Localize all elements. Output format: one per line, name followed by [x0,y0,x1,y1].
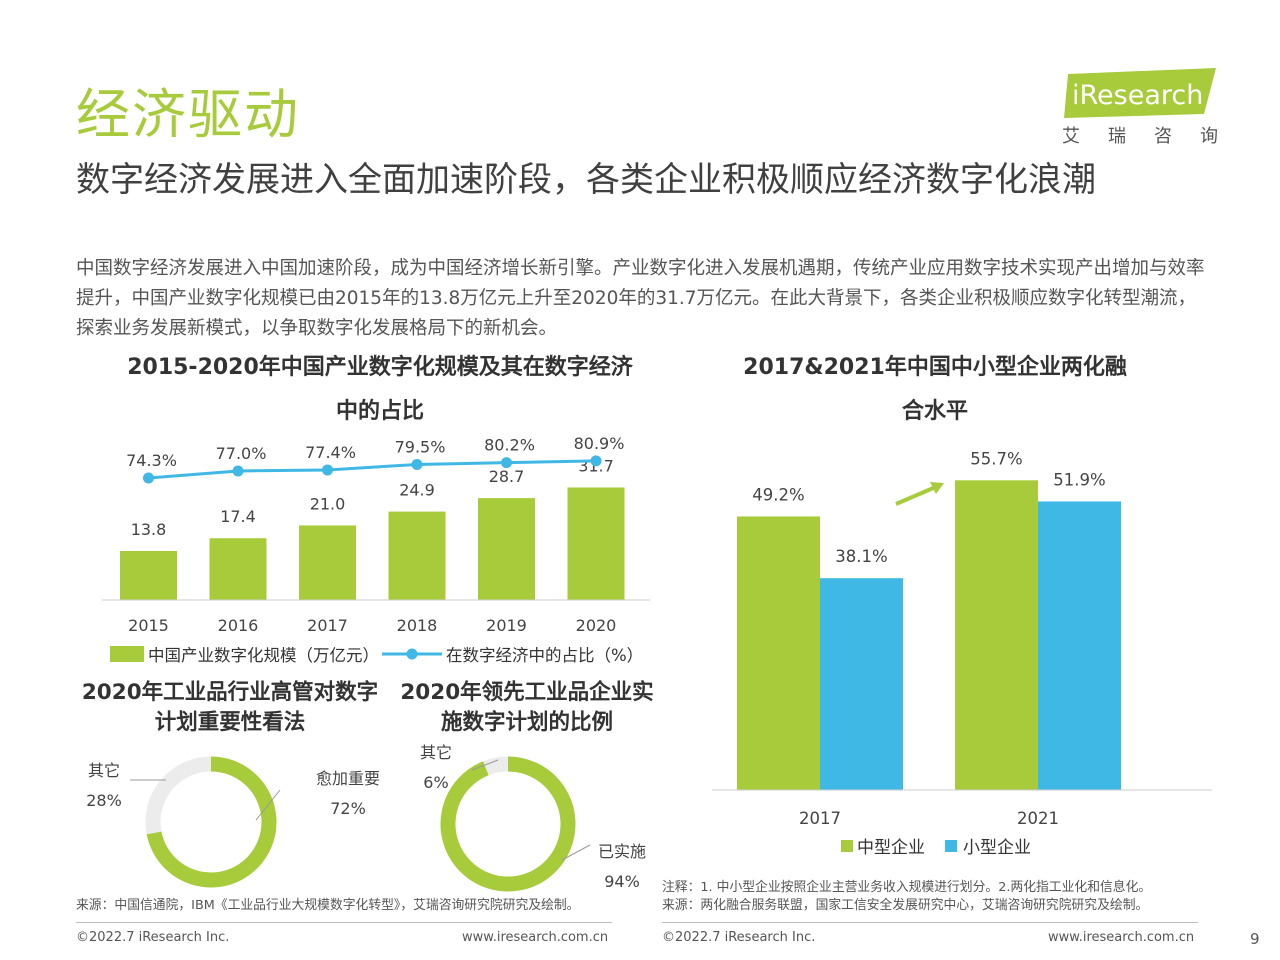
bar-2015 [120,551,177,600]
bar-2016 [209,538,267,600]
industry-digitalization-chart: 13.817.421.024.928.731.7 74.3%77.0%77.4%… [102,434,650,665]
slice-value-已实施: 94% [604,872,640,891]
section-title: 经济驱动 [76,83,300,146]
bar-2017-small [820,578,903,790]
slice-value-愈加重要: 72% [330,799,366,818]
slice-name-愈加重要: 愈加重要 [316,769,380,788]
line-point-2018 [411,458,423,470]
trend-arrow-icon [895,482,944,506]
bar-label-2015: 13.8 [131,520,167,539]
chart2-title-text: 2017&2021年中国中小型企业两化融合水平 [743,355,1127,424]
legend-label-medium: 中型企业 [857,838,925,858]
line-point-2017 [322,464,333,476]
bar-label-2017: 21.0 [310,494,346,513]
footer-url-right[interactable]: www.iresearch.com.cn [1048,930,1195,945]
footer-copyright-left: ©2022.7 iResearch Inc. [76,930,230,945]
leader-line-已实施 [561,844,591,861]
chart2-title: 2017&2021年中国中小型企业两化融合水平 [740,346,1130,434]
intro-paragraph: 中国数字经济发展进入中国加速阶段，成为中国经济增长新引擎。产业数字化进入发展机遇… [76,258,1205,339]
leader-line-愈加重要 [255,789,281,821]
bar-2021-medium [955,480,1038,790]
bar-2021-small [1038,501,1121,790]
donut-slice-其它 [483,756,509,776]
x-tick-2020: 2020 [576,616,617,635]
x-tick-2018: 2018 [397,616,438,635]
right-source-note: 来源：两化融合服务联盟，国家工信安全发展研究中心，艾瑞咨询研究院研究及绘制。 [662,898,1149,913]
donut-slice-其它 [145,756,212,835]
slice-value-其它: 28% [86,791,122,810]
logo-chinese-name: 艾瑞咨询 [1062,126,1246,147]
x-tick-2015: 2015 [128,616,169,635]
headline: 数字经济发展进入全面加速阶段，各类企业积极顺应经济数字化浪潮 [76,160,1096,200]
footer-divider-right [662,922,1198,923]
line-label-2017: 77.4% [305,443,356,462]
x-tick-2017: 2017 [799,809,841,828]
slice-name-已实施: 已实施 [598,842,646,861]
right-footnote: 注释：1. 中小型企业按照企业主营业务收入规模进行划分。2.两化指工业化和信息化… [662,880,1152,895]
sme-integration-chart: 49.2% 38.1% 55.7% 51.9% 2017 2021 中型企业 小型企业 [712,449,1212,858]
donut2-title-text: 2020年领先工业品企业实施数字计划的比例 [400,680,654,735]
line-point-2019 [501,457,512,469]
line-label-2019: 80.2% [484,436,535,455]
x-tick-2021: 2021 [1017,809,1059,828]
bar-label-2016: 17.4 [220,507,256,526]
bar-2020 [567,487,625,600]
donut1-title-text: 2020年工业品行业高管对数字计划重要性看法 [81,680,379,735]
chart1-title-text: 2015-2020年中国产业数字化规模及其在数字经济中的占比 [127,355,633,424]
page-number: 9 [1250,930,1260,948]
line-label-2020: 80.9% [574,434,625,453]
line-point-2016 [232,465,244,477]
bar-2019 [478,498,535,600]
slice-value-其它: 6% [423,773,448,792]
bar-label-2021-small: 51.9% [1053,470,1105,489]
footer-copyright-right: ©2022.7 iResearch Inc. [662,930,816,945]
x-tick-2019: 2019 [486,616,527,635]
iresearch-logo: iResearch [1064,68,1216,118]
legend-swatch-small [945,840,957,852]
donut-slice-已实施 [440,756,576,892]
left-source-note: 来源：中国信通院，IBM《工业品行业大规模数字化转型》，艾瑞咨询研究院研究及绘制… [76,898,580,913]
bar-2017 [299,525,356,600]
bar-2017-medium [737,516,820,790]
legend-label-line: 在数字经济中的占比（%） [446,646,643,665]
legend-label-bars: 中国产业数字化规模（万亿元） [148,646,379,665]
logo-text: iResearch [1072,80,1203,111]
bar-label-2017-medium: 49.2% [752,485,804,504]
legend-label-small: 小型企业 [963,838,1031,858]
x-tick-2016: 2016 [218,616,259,635]
implementation-donut: 已实施 94% 其它 6% [420,743,646,892]
share-line [148,459,597,480]
donut1-title: 2020年工业品行业高管对数字计划重要性看法 [80,678,380,738]
line-label-2015: 74.3% [126,451,177,470]
footer-url-left[interactable]: www.iresearch.com.cn [462,930,609,945]
bar-label-2018: 24.9 [399,481,435,500]
bar-2018 [388,511,446,600]
bar-label-2019: 28.7 [489,467,525,486]
slice-name-其它: 其它 [88,761,120,780]
x-tick-2017: 2017 [307,616,348,635]
line-label-2016: 77.0% [216,444,267,463]
leader-line-其它 [471,759,499,771]
line-point-2020 [590,455,602,467]
bar-label-2017-small: 38.1% [835,547,887,566]
legend-swatch-line-dot [406,648,418,660]
legend-swatch-medium [841,840,853,852]
chart1-title: 2015-2020年中国产业数字化规模及其在数字经济中的占比 [120,346,640,434]
line-label-2018: 79.5% [395,437,446,456]
line-point-2015 [143,472,154,484]
executive-view-donut: 愈加重要 72% 其它 28% [86,756,380,888]
slice-name-其它: 其它 [420,743,452,762]
donut2-title: 2020年领先工业品企业实施数字计划的比例 [392,678,662,738]
footer-divider-left [76,922,612,923]
donut-slice-愈加重要 [146,756,277,888]
legend-swatch-bars [110,646,144,662]
bar-label-2021-medium: 55.7% [970,449,1022,468]
